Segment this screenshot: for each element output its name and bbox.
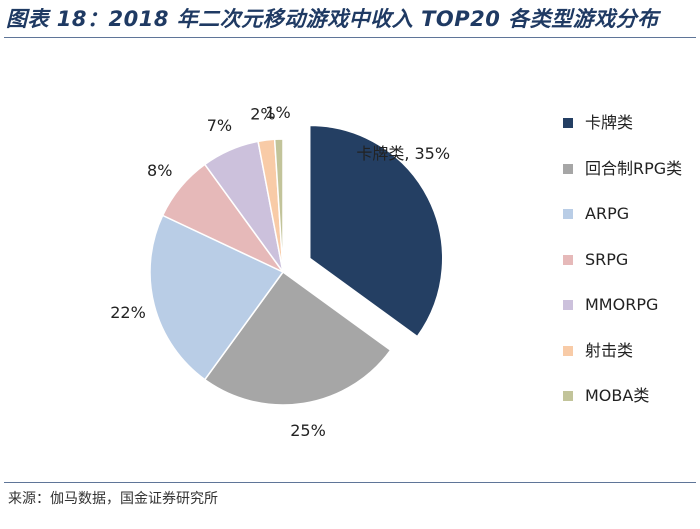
legend-swatch — [563, 345, 573, 356]
data-label-1: 25% — [290, 421, 326, 440]
pie-slices — [149, 124, 444, 406]
legend-label: MOBA类 — [585, 386, 650, 405]
legend-label: MMORPG — [585, 295, 659, 314]
pie-labels: 卡牌类, 35% 25% 22% 8% 7% 2%1% — [110, 103, 450, 440]
legend-swatch — [563, 391, 573, 401]
data-label-5: 2% — [250, 104, 275, 123]
pie-slice-turn-based-rpg — [203, 270, 392, 406]
chart-title: 图表 18：2018 年二次元移动游戏中收入 TOP20 各类型游戏分布 — [6, 7, 659, 31]
pie-slice-moba — [273, 138, 284, 273]
legend-swatch — [563, 209, 573, 219]
data-label-3: 8% — [147, 161, 172, 180]
data-label-0: 卡牌类, 35% — [356, 144, 450, 163]
legend-swatch — [563, 254, 573, 265]
legend-label: ARPG — [585, 204, 630, 223]
legend-label: 射击类 — [585, 340, 634, 360]
legend-label: 卡牌类 — [585, 113, 634, 132]
legend-label: SRPG — [585, 249, 629, 269]
footer-divider — [4, 482, 696, 483]
data-label-4: 7% — [207, 116, 232, 135]
pie-slice-card — [308, 124, 444, 338]
legend-swatch — [563, 300, 573, 310]
source-note: 来源：伽马数据，国金证券研究所 — [8, 491, 218, 507]
legend-swatch — [563, 118, 573, 128]
data-label-6: 1% — [265, 103, 290, 122]
title-divider — [4, 37, 696, 38]
pie-chart: 卡牌类, 35% 25% 22% 8% 7% 2%1% — [110, 103, 450, 440]
data-label-2: 22% — [110, 303, 146, 322]
legend-label: 回合制RPG类 — [585, 158, 683, 178]
legend-swatch — [563, 163, 573, 174]
